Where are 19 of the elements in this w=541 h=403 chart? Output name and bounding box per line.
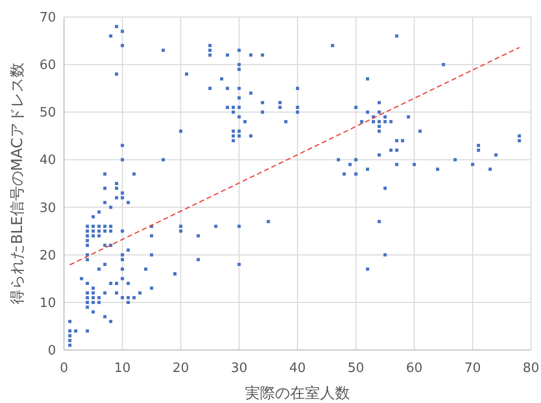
y-tick-label: 10 bbox=[39, 296, 56, 311]
y-tick-label: 70 bbox=[39, 10, 56, 26]
y-tick-label: 60 bbox=[39, 58, 56, 74]
x-tick-label: 30 bbox=[230, 361, 248, 376]
y-tick-label: 50 bbox=[39, 106, 56, 121]
x-tick-label: 40 bbox=[289, 361, 306, 376]
y-tick-label: 40 bbox=[39, 153, 56, 168]
x-tick-label: 0 bbox=[60, 361, 68, 376]
y-tick-label: 30 bbox=[39, 200, 56, 216]
x-tick-label: 10 bbox=[114, 361, 131, 376]
y-tick-label: 20 bbox=[39, 248, 56, 264]
x-tick-label: 80 bbox=[522, 361, 540, 376]
x-tick-label: 20 bbox=[172, 361, 190, 376]
y-tick-label: 0 bbox=[48, 344, 56, 358]
x-tick-label: 50 bbox=[348, 361, 364, 376]
x-tick-label: 70 bbox=[464, 361, 481, 376]
y-axis-title: 得られたBLE信号のMACアドレス数 bbox=[8, 62, 26, 304]
x-axis-title: 実際の在室人数 bbox=[245, 384, 350, 402]
x-tick-label: 60 bbox=[406, 361, 423, 376]
